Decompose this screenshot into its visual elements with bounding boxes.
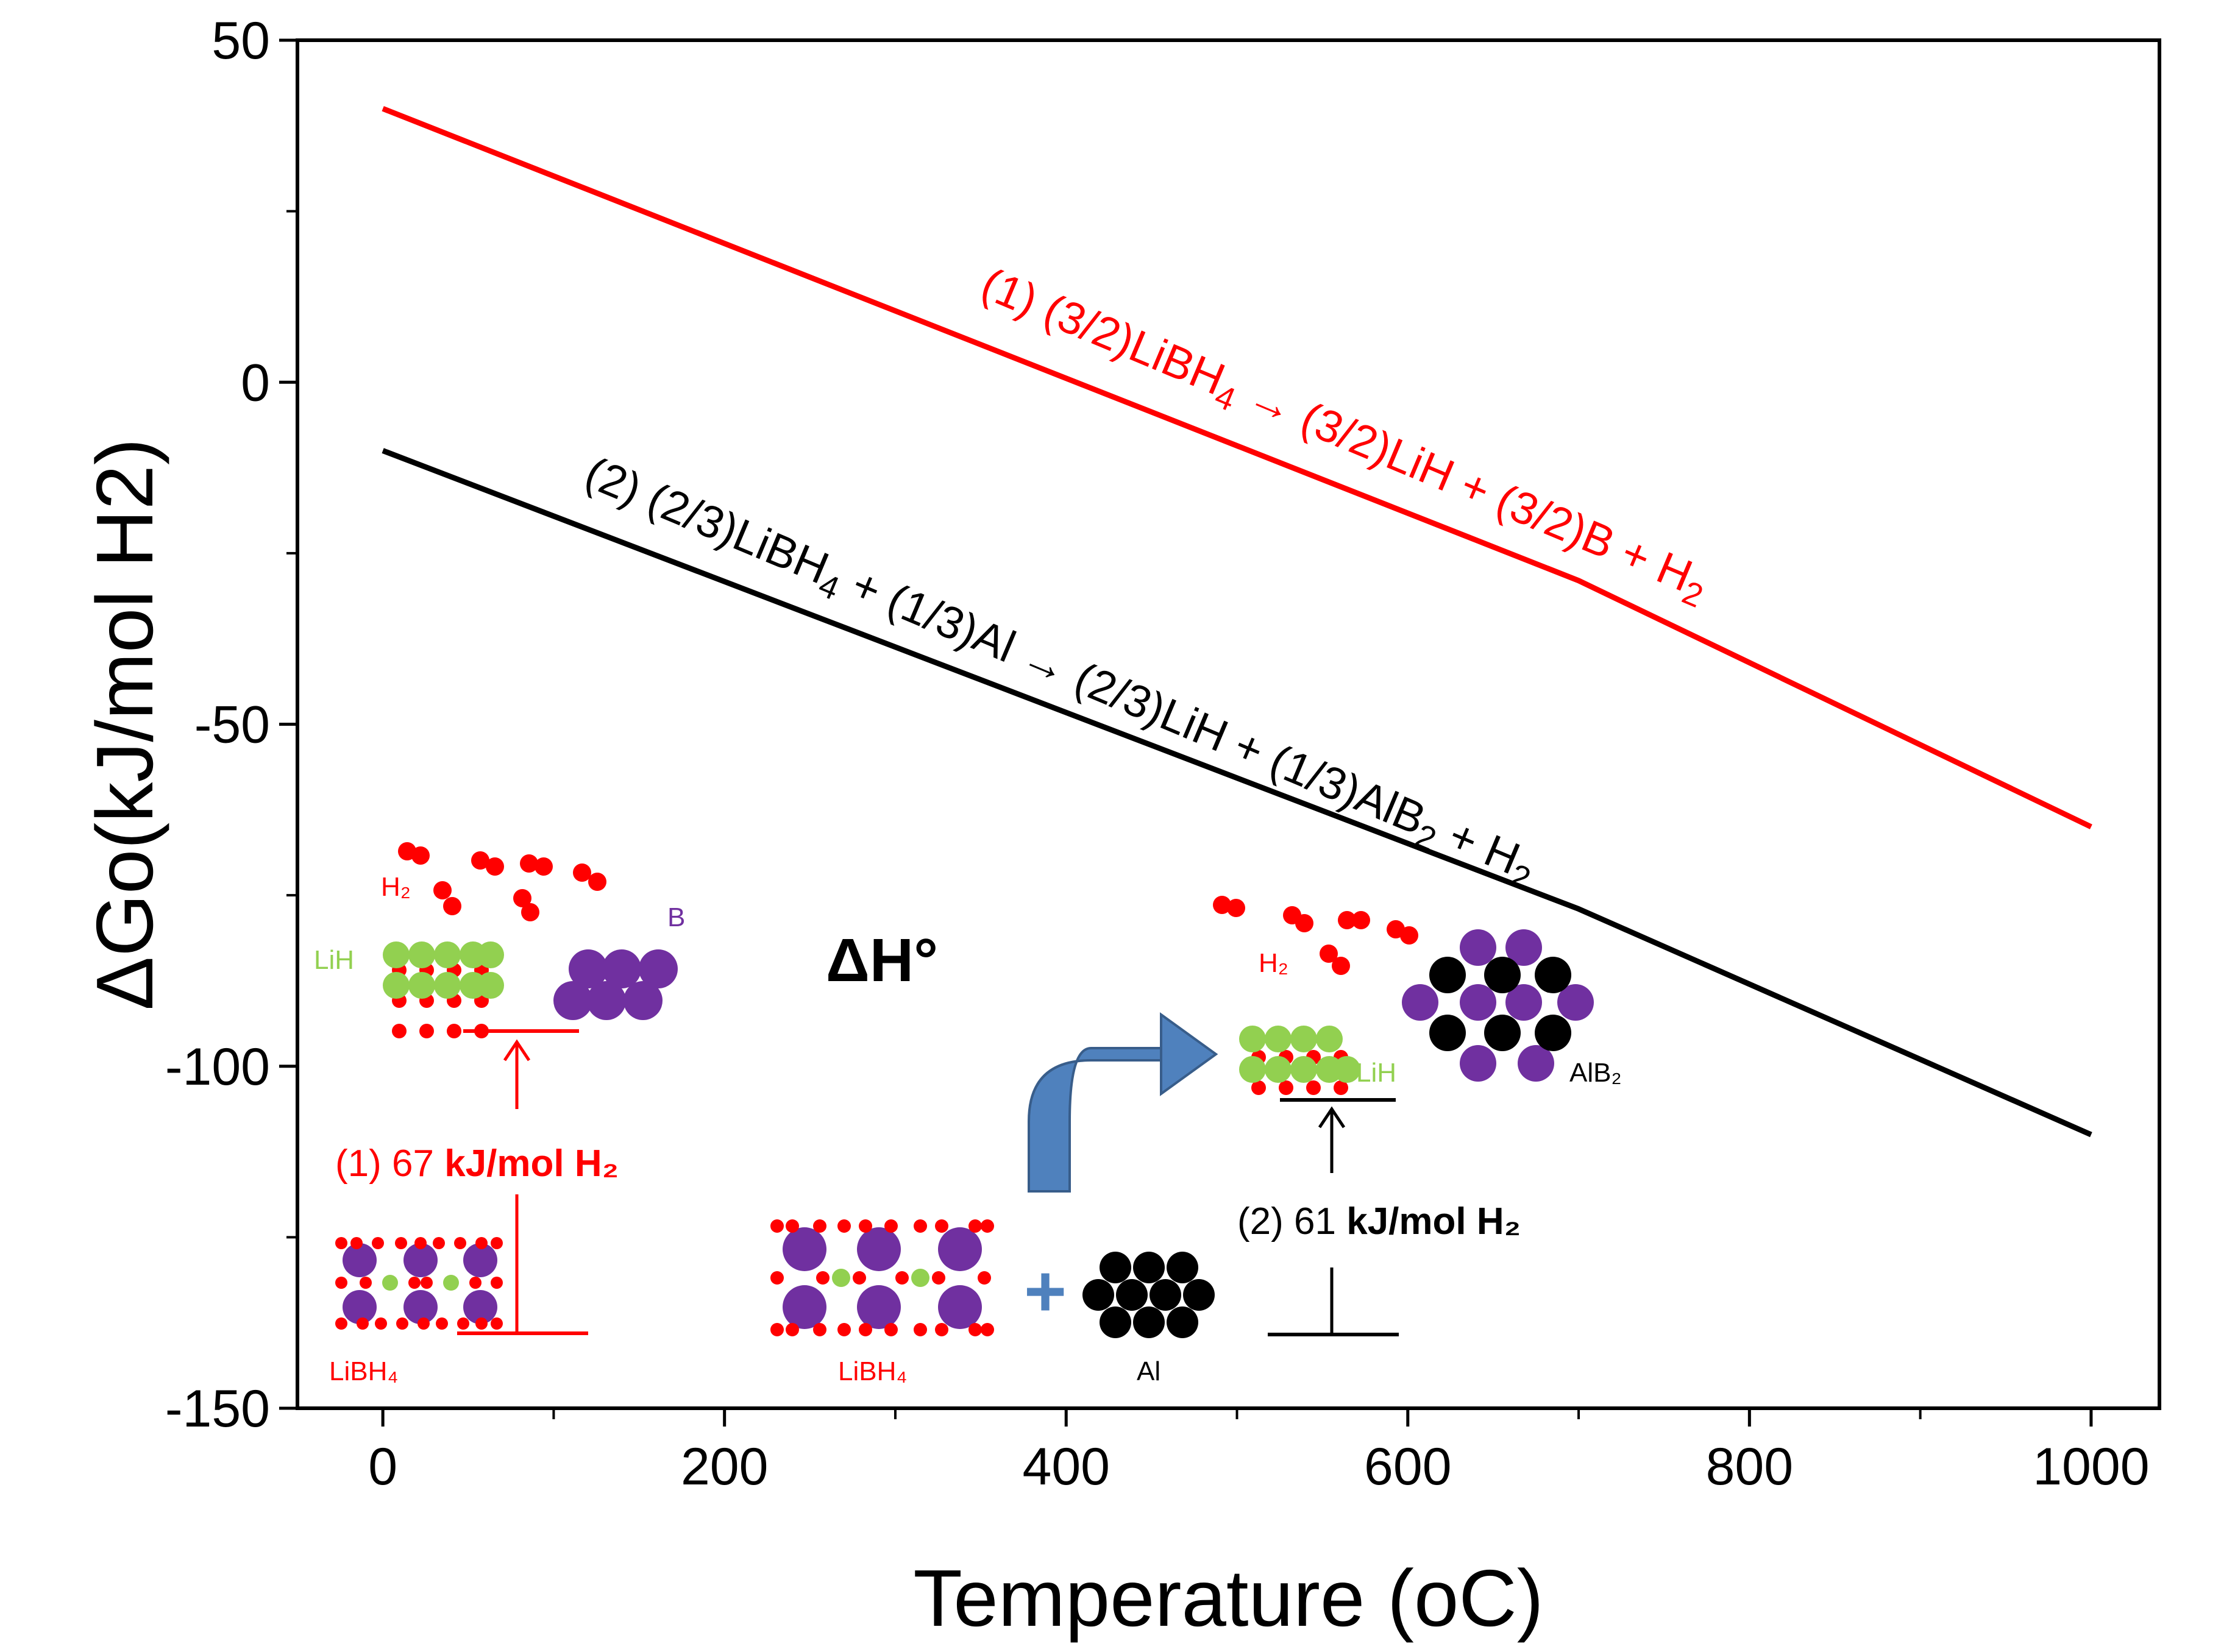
x-tick-label: 200 <box>681 1438 769 1496</box>
y-axis-title: ΔGo(kJ/mol H2) <box>80 438 169 1010</box>
libh4-label-1: LiBH₄ <box>329 1356 398 1386</box>
series-1-line <box>382 106 2092 829</box>
h2-molecules-2 <box>1213 896 1418 975</box>
plus-sign: + <box>1024 1250 1067 1332</box>
x-tick-label: 600 <box>1364 1438 1452 1496</box>
y-tick-label: 0 <box>241 353 270 412</box>
series-group <box>382 106 2092 1138</box>
libh4-crystal-1 <box>335 1237 503 1330</box>
libh4-label-2: LiBH₄ <box>838 1356 907 1386</box>
libh4-crystal-2 <box>770 1219 994 1336</box>
process-arrow <box>1028 1012 1218 1193</box>
x-tick-label: 0 <box>368 1438 397 1496</box>
x-axis-title: Temperature (oC) <box>913 1553 1543 1643</box>
axis-ticks: 0 200 400 600 800 1000 50 0 -50 -100 -150 <box>165 12 2150 1496</box>
enthalpy-value-1: (1) 67 kJ/mol H₂ <box>335 1143 619 1185</box>
lih-label-1: LiH <box>314 945 354 975</box>
reaction-2-diagram: H₂ LiH AlB₂ <box>770 896 1622 1386</box>
aluminum-cluster <box>1082 1252 1215 1338</box>
h2-molecules-1 <box>398 842 606 921</box>
delta-h-label: ΔH° <box>826 926 938 994</box>
h2-label-2: H₂ <box>1259 948 1288 978</box>
boron-cluster <box>553 949 678 1020</box>
y-tick-label: 50 <box>211 12 270 70</box>
x-tick-label: 800 <box>1706 1438 1794 1496</box>
enthalpy-value-2: (2) 61 kJ/mol H₂ <box>1237 1200 1521 1243</box>
alb2-cluster <box>1402 929 1594 1082</box>
y-tick-label: -50 <box>194 696 270 754</box>
reaction-1-diagram: H₂ LiH B (1) 67 kJ/mol H₂ <box>314 842 685 1386</box>
lih-layers-2 <box>1239 1026 1360 1095</box>
boron-label: B <box>667 902 685 932</box>
x-tick-label: 1000 <box>2033 1438 2149 1496</box>
series-2-line <box>382 448 2092 1138</box>
enthalpy-arrowhead-2 <box>1318 1106 1346 1129</box>
y-tick-label: -150 <box>165 1380 270 1438</box>
aluminum-label: Al <box>1137 1356 1160 1386</box>
h2-label-1: H₂ <box>381 872 411 902</box>
lih-layers-1 <box>383 941 504 1038</box>
alb2-label: AlB₂ <box>1569 1058 1622 1088</box>
y-tick-label: -100 <box>165 1038 270 1096</box>
plot-frame <box>296 38 2161 1410</box>
enthalpy-arrowhead-1 <box>503 1039 531 1062</box>
lih-label-2: LiH <box>1356 1058 1396 1088</box>
x-tick-label: 400 <box>1022 1438 1110 1496</box>
